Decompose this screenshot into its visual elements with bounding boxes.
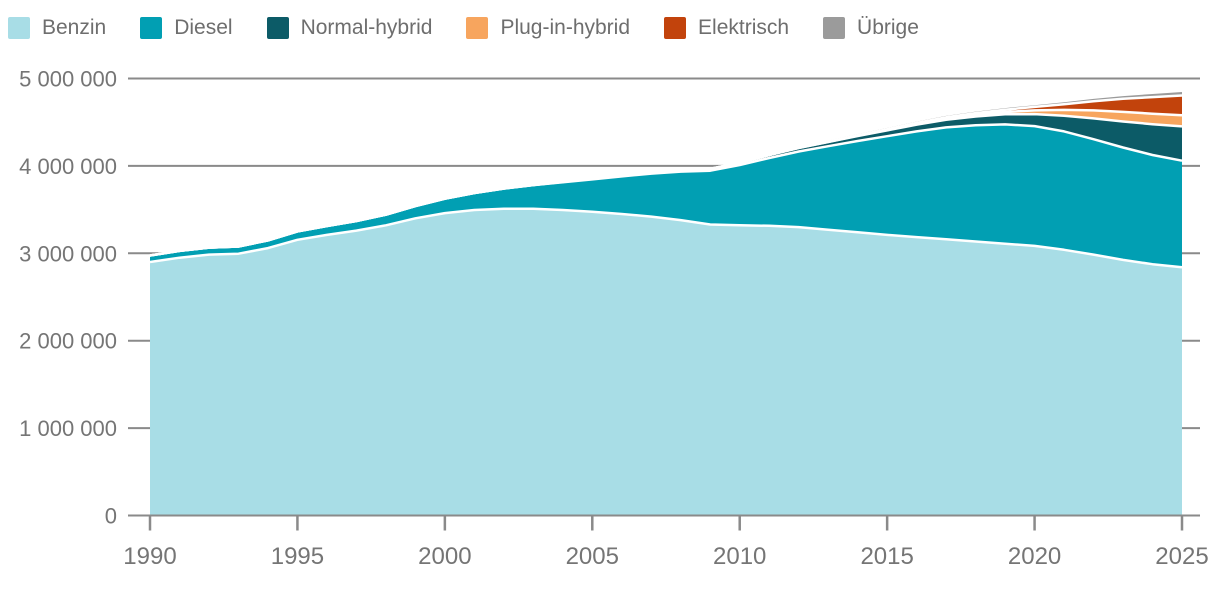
legend-swatch-elektrisch-icon xyxy=(664,16,687,39)
x-axis-label-2020: 2020 xyxy=(1008,543,1061,570)
x-axis-label-2015: 2015 xyxy=(860,543,913,570)
legend-item-elektrisch[interactable]: Elektrisch xyxy=(664,15,790,39)
series-separator-benzin xyxy=(149,207,1183,269)
legend-swatch-uebrige-icon xyxy=(823,16,846,39)
chart-legend: Benzin Diesel Normal-hybrid Plug-in-hybrid E… xyxy=(0,0,1220,39)
axis-labels-layer: 0 1 000 000 2 000 000 3 000 000 4 000 000 5 0… xyxy=(19,67,1209,571)
legend-label-plug-in-hybrid: Plug-in-hybrid xyxy=(500,15,631,39)
y-axis-label-5000000: 5 000 000 xyxy=(19,67,117,92)
y-axis-label-4000000: 4 000 000 xyxy=(19,154,117,179)
legend-item-diesel[interactable]: Diesel xyxy=(140,15,233,39)
axis-layer xyxy=(128,514,1200,531)
x-axis-label-2005: 2005 xyxy=(566,543,619,570)
stacked-area-chart: 0 1 000 000 2 000 000 3 000 000 4 000 000 5 0… xyxy=(19,67,1209,571)
legend-label-diesel: Diesel xyxy=(174,15,233,39)
x-axis-label-1995: 1995 xyxy=(271,543,324,570)
x-axis-label-2000: 2000 xyxy=(418,543,471,570)
area-normal-hybrid[interactable] xyxy=(150,114,1182,256)
legend-item-benzin[interactable]: Benzin xyxy=(8,15,107,39)
legend-label-normal-hybrid: Normal-hybrid xyxy=(300,15,433,39)
y-axis-label-2000000: 2 000 000 xyxy=(19,329,117,354)
legend-swatch-normal-hybrid-icon xyxy=(266,16,289,39)
series-areas-layer xyxy=(149,92,1183,516)
legend-label-benzin: Benzin xyxy=(42,15,107,39)
y-axis-label-0: 0 xyxy=(105,504,117,529)
x-axis-label-1990: 1990 xyxy=(123,543,176,570)
legend-item-plug-in-hybrid[interactable]: Plug-in-hybrid xyxy=(466,15,631,39)
legend-swatch-benzin-icon xyxy=(8,16,30,39)
series-separator-elektrisch xyxy=(149,94,1183,257)
area-diesel[interactable] xyxy=(150,124,1182,268)
area-benzin[interactable] xyxy=(150,208,1182,516)
y-axis-label-1000000: 1 000 000 xyxy=(19,416,117,441)
legend-label-elektrisch: Elektrisch xyxy=(698,15,790,39)
legend-item-normal-hybrid[interactable]: Normal-hybrid xyxy=(266,15,433,39)
legend-item-uebrige[interactable]: Übrige xyxy=(823,15,919,39)
x-axis-label-2010: 2010 xyxy=(713,543,766,570)
x-axis-label-2025: 2025 xyxy=(1155,543,1208,570)
legend-swatch-diesel-icon xyxy=(140,16,163,39)
y-axis-label-3000000: 3 000 000 xyxy=(19,241,117,266)
legend-swatch-plug-in-hybrid-icon xyxy=(466,16,489,39)
legend-label-uebrige: Übrige xyxy=(857,15,919,39)
